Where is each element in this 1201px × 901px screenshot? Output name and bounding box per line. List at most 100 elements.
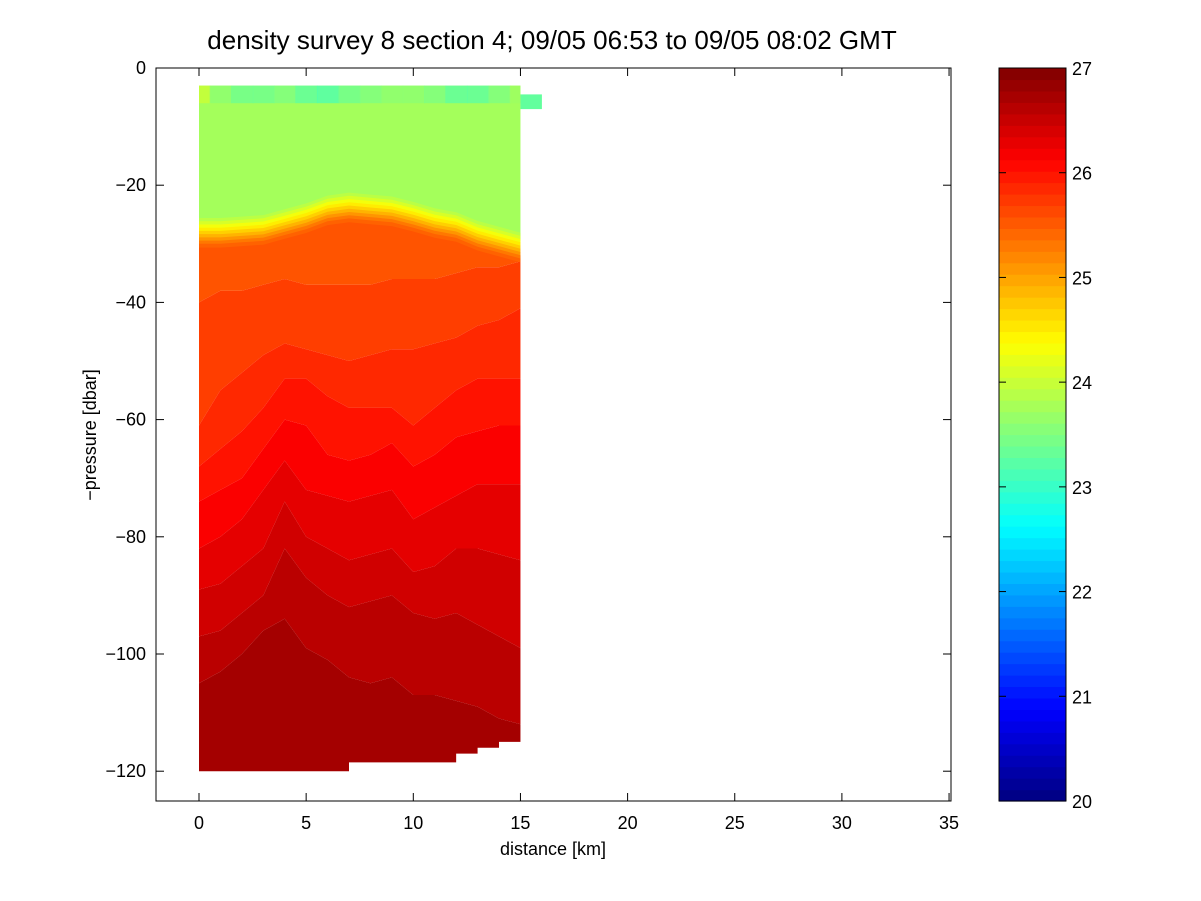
density-field-extra-cell: [520, 94, 542, 110]
colorbar-step: [999, 709, 1066, 722]
colorbar-step: [999, 79, 1066, 92]
x-axis: 0 5 10 15 20 25 30 35: [194, 68, 959, 833]
colorbar-step: [999, 308, 1066, 321]
colorbar-step: [999, 102, 1066, 115]
colorbar: 20 21 22 23 24 25 26 27: [998, 59, 1092, 812]
colorbar-step: [999, 594, 1066, 607]
surface-cell: [445, 85, 468, 104]
colorbar-step: [999, 90, 1066, 103]
pycnocline-band: [199, 195, 521, 240]
surface-cell: [381, 85, 404, 104]
surface-cell: [338, 85, 361, 104]
colorbar-step: [999, 228, 1066, 241]
colorbar-step: [999, 468, 1066, 481]
colorbar-step: [999, 789, 1066, 802]
surface-cell: [209, 85, 233, 104]
colorbar-step: [999, 445, 1066, 458]
colorbar-tick-label: 23: [1072, 478, 1092, 498]
surface-cell: [231, 85, 254, 104]
colorbar-step: [999, 491, 1066, 504]
density-band: [199, 501, 521, 649]
colorbar-step: [999, 755, 1066, 768]
pycnocline-band: [199, 212, 521, 256]
colorbar-step: [999, 423, 1066, 436]
colorbar-step: [999, 193, 1066, 207]
colorbar-step: [999, 400, 1066, 413]
colorbar-step: [999, 388, 1066, 401]
colorbar-step: [999, 514, 1066, 527]
colorbar-step: [999, 503, 1066, 516]
surface-cell: [359, 85, 383, 104]
surface-cell: [295, 85, 318, 104]
density-band: [199, 308, 521, 467]
density-field: [199, 85, 521, 772]
colorbar-tick-label: 20: [1072, 792, 1092, 812]
y-axis-label: −pressure [dbar]: [80, 369, 100, 501]
colorbar-step: [999, 606, 1066, 619]
y-tick-label: −60: [115, 410, 146, 430]
surface-cell: [488, 85, 511, 104]
y-tick-label: −20: [115, 175, 146, 195]
colorbar-step: [999, 697, 1066, 710]
colorbar-step: [999, 342, 1066, 355]
colorbar-step: [999, 675, 1066, 688]
colorbar-tick-label: 24: [1072, 373, 1092, 393]
surface-cell: [402, 85, 425, 104]
colorbar-step: [999, 297, 1066, 310]
y-tick-label: −80: [115, 527, 146, 547]
colorbar-tick-label: 25: [1072, 268, 1092, 288]
colorbar-step: [999, 365, 1066, 378]
colorbar-step: [999, 285, 1066, 298]
colorbar-step: [999, 686, 1066, 699]
x-tick-label: 5: [301, 813, 311, 833]
colorbar-step: [999, 526, 1066, 539]
colorbar-step: [999, 537, 1066, 550]
y-tick-label: −100: [105, 644, 146, 664]
colorbar-step: [999, 652, 1066, 665]
surface-cell: [274, 85, 297, 104]
colorbar-step: [999, 125, 1066, 138]
colorbar-step: [999, 743, 1066, 756]
colorbar-step: [999, 262, 1066, 275]
x-tick-label: 0: [194, 813, 204, 833]
density-band: [199, 378, 521, 502]
surface-mixed-layer: [199, 85, 521, 241]
surface-cell: [466, 85, 490, 104]
colorbar-frame: [998, 67, 1067, 802]
colorbar-step: [999, 354, 1066, 367]
colorbar-step: [999, 216, 1066, 229]
pycnocline-band: [199, 192, 521, 237]
colorbar-tick-label: 26: [1072, 164, 1092, 184]
colorbar-step: [999, 629, 1066, 642]
surface-cell: [424, 85, 447, 104]
surface-cell: [252, 85, 275, 104]
pycnocline-band: [199, 208, 521, 253]
x-tick-label: 25: [725, 813, 745, 833]
colorbar-step: [999, 411, 1066, 424]
density-band: [199, 261, 521, 426]
colorbar-step: [999, 766, 1066, 779]
pycnocline-band: [199, 215, 521, 259]
y-axis: 0 −20 −40 −60 −80 −100 −120: [105, 58, 951, 781]
colorbar-step: [999, 205, 1066, 218]
surface-cell: [509, 85, 521, 104]
colorbar-gradient: [999, 68, 1066, 802]
x-tick-label: 10: [403, 813, 423, 833]
colorbar-step: [999, 331, 1066, 344]
density-extra-cell: [520, 94, 542, 110]
colorbar-step: [999, 319, 1066, 333]
colorbar-step: [999, 171, 1066, 184]
pycnocline-band: [199, 202, 521, 247]
y-tick-label: −120: [105, 761, 146, 781]
colorbar-step: [999, 377, 1066, 390]
x-axis-label: distance [km]: [500, 839, 606, 859]
colorbar-step: [999, 549, 1066, 562]
density-band: [199, 419, 521, 549]
colorbar-tick-label: 22: [1072, 583, 1092, 603]
colorbar-step: [999, 148, 1066, 161]
pycnocline-band: [199, 199, 521, 243]
density-band: [199, 460, 521, 590]
surface-cell: [316, 85, 340, 104]
colorbar-step: [999, 239, 1066, 252]
pycnocline-band: [199, 205, 521, 250]
